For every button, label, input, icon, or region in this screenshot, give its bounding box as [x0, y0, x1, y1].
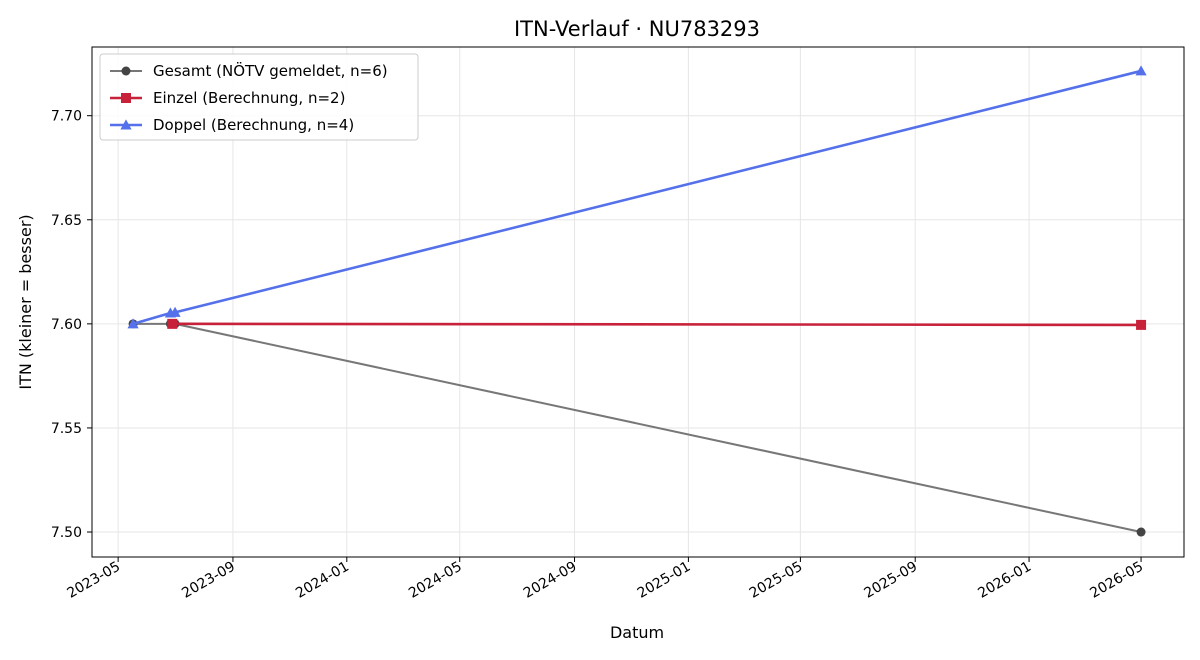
series-line — [170, 322, 1143, 327]
data-point — [1136, 319, 1147, 330]
series-square — [167, 318, 1147, 330]
legend-item: Einzel (Berechnung, n=2) — [110, 89, 345, 107]
y-tick-label: 7.60 — [51, 317, 82, 333]
legend-item: Doppel (Berechnung, n=4) — [110, 116, 354, 134]
data-point — [127, 318, 139, 329]
series-triangle — [127, 65, 1147, 329]
legend-item: Gesamt (NÖTV gemeldet, n=6) — [110, 61, 388, 80]
legend-label: Gesamt (NÖTV gemeldet, n=6) — [153, 61, 388, 80]
legend: Gesamt (NÖTV gemeldet, n=6) Einzel (Berec… — [99, 53, 419, 141]
y-axis-label: ITN (kleiner = besser) — [16, 214, 35, 389]
y-tick-label: 7.50 — [51, 525, 82, 541]
data-point — [1136, 527, 1146, 537]
legend-label: Einzel (Berechnung, n=2) — [153, 89, 345, 107]
y-tick-label: 7.70 — [51, 109, 82, 125]
y-axis-ticks: 7.50 7.55 7.60 7.65 7.70 — [51, 109, 92, 541]
data-point — [1135, 65, 1147, 76]
legend-label: Doppel (Berechnung, n=4) — [153, 116, 354, 134]
legend-box — [99, 53, 419, 141]
y-tick-label: 7.65 — [51, 213, 82, 229]
x-axis-label: Datum — [610, 623, 664, 642]
chart-title: ITN-Verlauf · NU783293 — [514, 17, 760, 41]
data-point — [167, 318, 178, 329]
series-layer — [127, 65, 1147, 537]
data-point — [169, 306, 181, 317]
legend-marker — [121, 93, 131, 103]
legend-marker — [120, 119, 132, 130]
y-tick-label: 7.55 — [51, 421, 82, 437]
plot-frame — [91, 46, 1185, 558]
legend-marker — [121, 66, 131, 76]
